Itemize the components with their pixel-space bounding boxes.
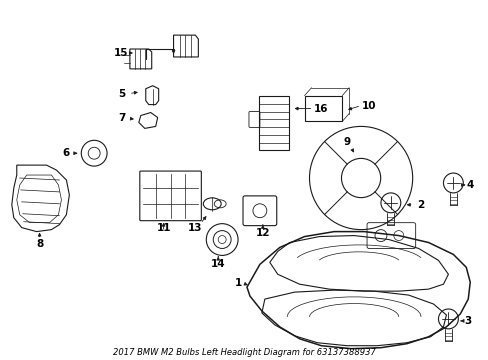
Text: 9: 9 bbox=[343, 137, 350, 147]
Text: 2017 BMW M2 Bulbs Left Headlight Diagram for 63137388937: 2017 BMW M2 Bulbs Left Headlight Diagram… bbox=[112, 348, 375, 357]
Text: 11: 11 bbox=[156, 222, 170, 233]
Text: 8: 8 bbox=[36, 239, 43, 249]
Text: 2: 2 bbox=[416, 200, 424, 210]
Text: 7: 7 bbox=[118, 113, 125, 123]
Text: 16: 16 bbox=[313, 104, 328, 113]
Text: 10: 10 bbox=[361, 100, 375, 111]
Text: 14: 14 bbox=[210, 259, 225, 269]
Text: 3: 3 bbox=[464, 316, 471, 326]
Text: 5: 5 bbox=[118, 89, 125, 99]
Text: 12: 12 bbox=[255, 228, 269, 238]
Text: 13: 13 bbox=[188, 222, 202, 233]
Text: 1: 1 bbox=[234, 278, 241, 288]
Text: 4: 4 bbox=[466, 180, 473, 190]
Text: 15: 15 bbox=[114, 48, 128, 58]
Text: 6: 6 bbox=[62, 148, 70, 158]
